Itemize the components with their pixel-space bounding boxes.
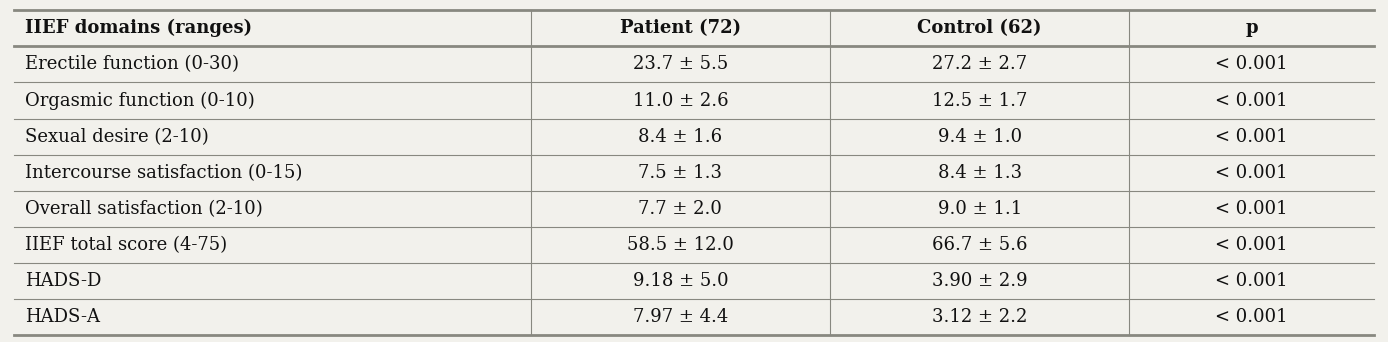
Text: < 0.001: < 0.001 [1216,308,1288,326]
Text: < 0.001: < 0.001 [1216,92,1288,109]
Text: Intercourse satisfaction (0-15): Intercourse satisfaction (0-15) [25,164,303,182]
Text: < 0.001: < 0.001 [1216,55,1288,74]
Text: 9.0 ± 1.1: 9.0 ± 1.1 [937,200,1022,218]
Text: < 0.001: < 0.001 [1216,236,1288,254]
Text: 66.7 ± 5.6: 66.7 ± 5.6 [931,236,1027,254]
Text: < 0.001: < 0.001 [1216,272,1288,290]
Text: Erectile function (0-30): Erectile function (0-30) [25,55,239,74]
Text: 11.0 ± 2.6: 11.0 ± 2.6 [633,92,729,109]
Text: 3.90 ± 2.9: 3.90 ± 2.9 [931,272,1027,290]
Text: 7.97 ± 4.4: 7.97 ± 4.4 [633,308,729,326]
Text: 3.12 ± 2.2: 3.12 ± 2.2 [931,308,1027,326]
Text: 7.7 ± 2.0: 7.7 ± 2.0 [638,200,722,218]
Text: HADS-D: HADS-D [25,272,101,290]
Text: Patient (72): Patient (72) [620,19,741,37]
Text: 12.5 ± 1.7: 12.5 ± 1.7 [931,92,1027,109]
Text: p: p [1245,19,1258,37]
Text: 8.4 ± 1.3: 8.4 ± 1.3 [937,164,1022,182]
Text: < 0.001: < 0.001 [1216,128,1288,146]
Text: IIEF total score (4-75): IIEF total score (4-75) [25,236,228,254]
Text: 23.7 ± 5.5: 23.7 ± 5.5 [633,55,729,74]
Text: Sexual desire (2-10): Sexual desire (2-10) [25,128,208,146]
Text: 8.4 ± 1.6: 8.4 ± 1.6 [638,128,723,146]
Text: Overall satisfaction (2-10): Overall satisfaction (2-10) [25,200,262,218]
Text: 9.4 ± 1.0: 9.4 ± 1.0 [937,128,1022,146]
Text: < 0.001: < 0.001 [1216,164,1288,182]
Text: HADS-A: HADS-A [25,308,100,326]
Text: 9.18 ± 5.0: 9.18 ± 5.0 [633,272,729,290]
Text: 58.5 ± 12.0: 58.5 ± 12.0 [627,236,734,254]
Text: Orgasmic function (0-10): Orgasmic function (0-10) [25,91,255,110]
Text: 27.2 ± 2.7: 27.2 ± 2.7 [933,55,1027,74]
Text: 7.5 ± 1.3: 7.5 ± 1.3 [638,164,722,182]
Text: IIEF domains (ranges): IIEF domains (ranges) [25,19,253,37]
Text: < 0.001: < 0.001 [1216,200,1288,218]
Text: Control (62): Control (62) [917,19,1042,37]
